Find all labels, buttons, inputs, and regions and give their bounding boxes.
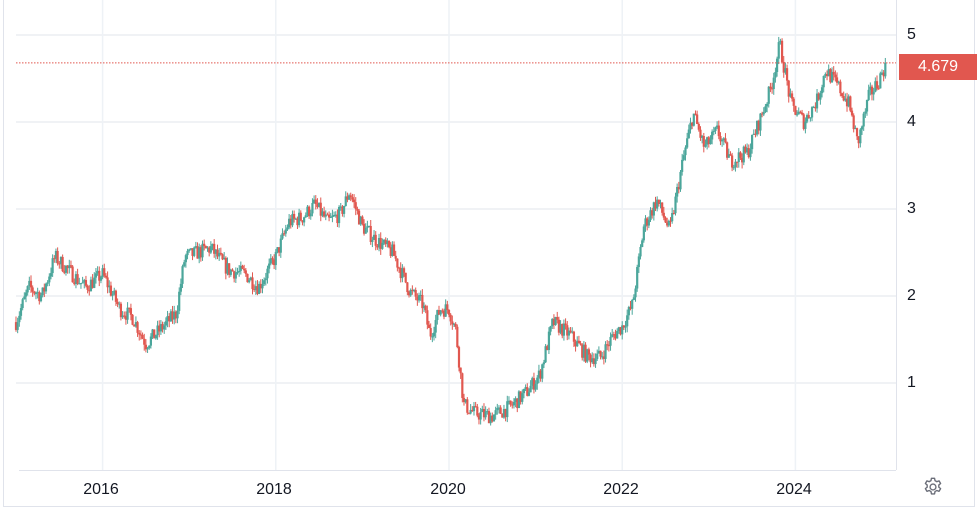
- chart-frame: 5 4 3 2 1 4.679 2016 2018 2020 2022 2024: [3, 0, 977, 508]
- y-tick-4: 4: [907, 113, 916, 130]
- gear-icon: [924, 477, 942, 495]
- x-tick-2020: 2020: [430, 481, 466, 498]
- y-tick-1: 1: [907, 374, 916, 391]
- current-price-label: 4.679: [899, 54, 977, 80]
- price-axis[interactable]: 5 4 3 2 1: [896, 0, 977, 470]
- candlestick-chart[interactable]: [4, 0, 896, 470]
- y-tick-5: 5: [907, 26, 916, 43]
- x-tick-2018: 2018: [256, 481, 292, 498]
- candles: [14, 36, 887, 426]
- x-tick-2024: 2024: [776, 481, 812, 498]
- settings-button[interactable]: [922, 476, 948, 502]
- x-tick-2022: 2022: [603, 481, 639, 498]
- x-tick-2016: 2016: [83, 481, 119, 498]
- y-tick-3: 3: [907, 200, 916, 217]
- y-tick-2: 2: [907, 287, 916, 304]
- time-axis[interactable]: 2016 2018 2020 2022 2024: [19, 470, 896, 508]
- chart-plot-area[interactable]: [4, 0, 896, 470]
